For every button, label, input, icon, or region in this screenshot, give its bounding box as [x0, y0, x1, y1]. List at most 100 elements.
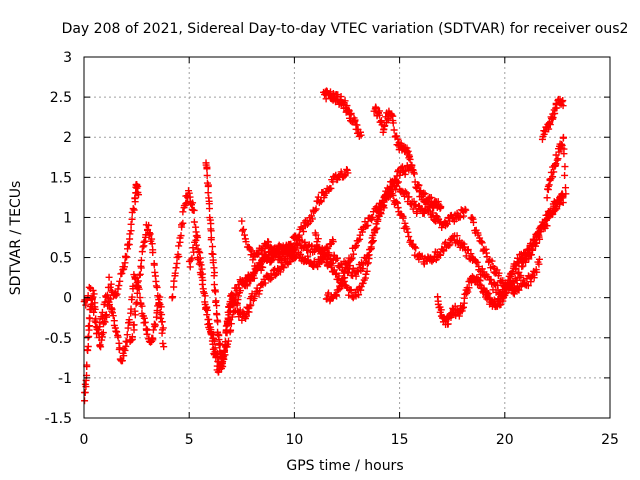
- data-point: [301, 238, 309, 246]
- data-point: [109, 312, 117, 320]
- y-tick-label: -0.5: [45, 331, 72, 347]
- data-point: [208, 243, 216, 251]
- data-point: [130, 321, 138, 329]
- data-point: [149, 326, 157, 334]
- data-point: [145, 229, 153, 237]
- data-point: [551, 206, 559, 214]
- y-tick-label: 0: [63, 291, 72, 307]
- data-point: [397, 139, 405, 147]
- data-point: [116, 344, 124, 352]
- data-point: [406, 155, 414, 163]
- data-point: [243, 280, 251, 288]
- data-point: [186, 263, 194, 271]
- data-point: [118, 269, 126, 277]
- data-point: [389, 192, 397, 200]
- data-point: [259, 255, 267, 263]
- data-point: [170, 283, 178, 291]
- data-point: [127, 305, 135, 313]
- y-axis-label: SDTVAR / TECUs: [8, 181, 24, 296]
- data-point: [363, 267, 371, 275]
- data-point: [156, 308, 164, 316]
- data-point: [170, 277, 178, 285]
- data-point: [561, 163, 569, 171]
- data-point: [150, 261, 158, 269]
- data-point: [401, 188, 409, 196]
- data-point: [436, 251, 444, 259]
- data-point: [394, 135, 402, 143]
- data-point: [392, 198, 400, 206]
- data-point: [123, 253, 131, 261]
- data-point: [343, 102, 351, 110]
- data-point: [473, 258, 481, 266]
- data-point: [224, 315, 232, 323]
- data-point: [262, 242, 270, 250]
- data-point: [546, 121, 554, 129]
- data-point: [560, 150, 568, 158]
- data-point: [421, 190, 429, 198]
- series-trace-o: [467, 213, 543, 298]
- data-point: [233, 301, 241, 309]
- data-point: [141, 318, 149, 326]
- data-point: [179, 208, 187, 216]
- series-trace-d: [168, 165, 352, 376]
- data-point: [261, 279, 269, 287]
- data-point: [81, 397, 89, 405]
- data-point: [198, 280, 206, 288]
- data-point: [478, 239, 486, 247]
- data-point: [135, 191, 143, 199]
- data-point: [141, 237, 149, 245]
- data-point: [317, 198, 325, 206]
- data-point: [128, 333, 136, 341]
- data-point: [211, 269, 219, 277]
- data-point: [403, 189, 411, 197]
- data-point: [171, 269, 179, 277]
- data-points: [80, 87, 570, 405]
- data-point: [289, 249, 297, 257]
- data-point: [359, 279, 367, 287]
- data-point: [312, 205, 320, 213]
- data-point: [519, 276, 527, 284]
- data-point: [185, 189, 193, 197]
- data-point: [115, 282, 123, 290]
- data-point: [366, 246, 374, 254]
- data-point: [82, 301, 90, 309]
- data-point: [503, 279, 511, 287]
- data-point: [365, 251, 373, 259]
- x-tick-label: 15: [391, 432, 409, 448]
- data-point: [551, 109, 559, 117]
- data-point: [355, 291, 363, 299]
- data-point: [314, 235, 322, 243]
- data-point: [91, 317, 99, 325]
- data-point: [131, 311, 139, 319]
- series-trace-i: [370, 103, 445, 212]
- data-point: [353, 121, 361, 129]
- data-point: [318, 244, 326, 252]
- data-point: [352, 272, 360, 280]
- data-point: [169, 293, 177, 301]
- chart-title: Day 208 of 2021, Sidereal Day-to-day VTE…: [62, 21, 629, 37]
- data-point: [344, 262, 352, 270]
- data-point: [488, 257, 496, 265]
- series-trace-a: [81, 271, 167, 405]
- data-point: [485, 290, 493, 298]
- data-point: [364, 221, 372, 229]
- data-point: [228, 313, 236, 321]
- data-point: [85, 322, 93, 330]
- y-tick-label: 1: [63, 210, 72, 226]
- data-point: [83, 346, 91, 354]
- data-point: [114, 333, 122, 341]
- data-point: [264, 238, 272, 246]
- data-point: [467, 250, 475, 258]
- data-point: [198, 274, 206, 282]
- data-point: [553, 104, 561, 112]
- data-point: [201, 298, 209, 306]
- data-point: [341, 274, 349, 282]
- data-point: [369, 213, 377, 221]
- plot-frame: [83, 56, 611, 419]
- data-point: [357, 131, 365, 139]
- series-trace-e: [185, 236, 337, 371]
- data-point: [558, 98, 566, 106]
- data-point: [203, 172, 211, 180]
- data-point: [549, 173, 557, 181]
- axis-ticks: [83, 56, 611, 419]
